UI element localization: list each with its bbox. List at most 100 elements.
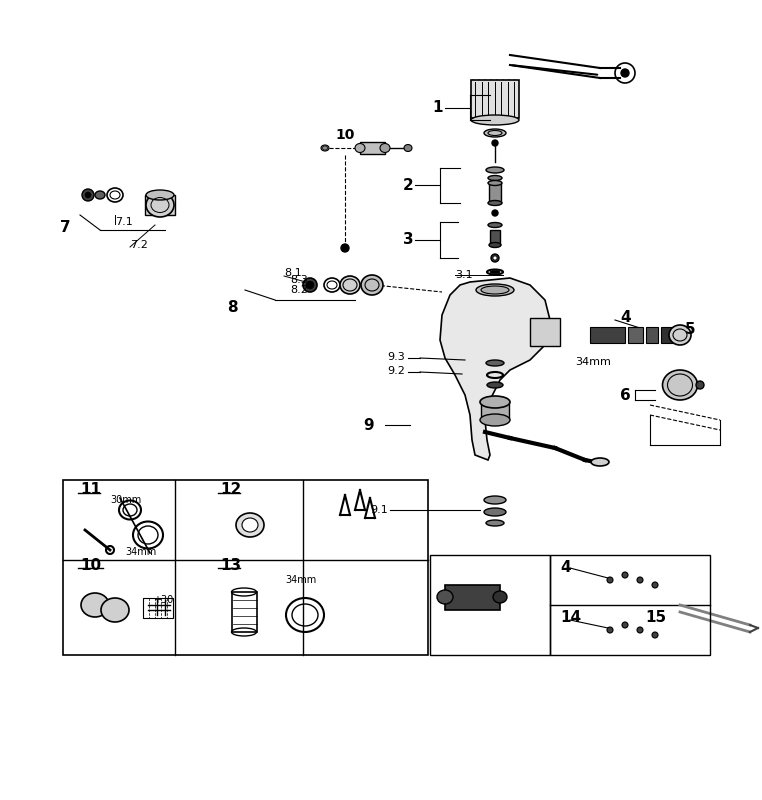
Circle shape <box>652 632 658 638</box>
Text: 7.1: 7.1 <box>115 217 133 227</box>
Bar <box>628 327 643 343</box>
Text: 34mm: 34mm <box>575 357 611 367</box>
Text: 12: 12 <box>220 482 242 498</box>
Text: 4: 4 <box>560 561 571 575</box>
Ellipse shape <box>236 513 264 537</box>
Text: 10: 10 <box>80 558 101 573</box>
Text: 9.3: 9.3 <box>387 352 405 362</box>
Ellipse shape <box>488 201 502 206</box>
Ellipse shape <box>340 276 360 294</box>
Text: 7.2: 7.2 <box>130 240 148 250</box>
Ellipse shape <box>591 458 609 466</box>
Text: 9: 9 <box>363 418 374 433</box>
Bar <box>471 80 519 118</box>
Ellipse shape <box>669 325 691 345</box>
Circle shape <box>491 254 499 262</box>
Bar <box>481 402 509 420</box>
Ellipse shape <box>493 591 507 603</box>
Bar <box>143 598 173 618</box>
Circle shape <box>303 278 317 292</box>
Ellipse shape <box>480 396 510 408</box>
Bar <box>145 195 175 215</box>
Text: 7: 7 <box>60 219 71 234</box>
Ellipse shape <box>486 167 504 173</box>
Text: 15: 15 <box>645 610 666 626</box>
Bar <box>530 318 560 346</box>
Circle shape <box>341 244 349 252</box>
Ellipse shape <box>101 598 129 622</box>
Circle shape <box>492 210 498 216</box>
Circle shape <box>85 192 91 198</box>
Text: 3.1: 3.1 <box>455 270 472 280</box>
Ellipse shape <box>489 242 501 247</box>
Ellipse shape <box>471 115 519 125</box>
Ellipse shape <box>486 360 504 366</box>
Ellipse shape <box>490 270 500 274</box>
Polygon shape <box>440 278 550 460</box>
Ellipse shape <box>481 286 509 294</box>
Text: 30mm: 30mm <box>110 495 141 505</box>
Ellipse shape <box>476 284 514 296</box>
Text: 5: 5 <box>685 322 696 338</box>
Circle shape <box>696 381 704 389</box>
Text: 11: 11 <box>80 482 101 498</box>
Bar <box>360 142 385 154</box>
Circle shape <box>652 582 658 588</box>
Text: 1: 1 <box>432 101 443 115</box>
Ellipse shape <box>321 145 329 151</box>
Ellipse shape <box>484 129 506 137</box>
Ellipse shape <box>486 520 504 526</box>
Bar <box>490 230 500 245</box>
Text: 2: 2 <box>403 178 414 193</box>
Bar <box>63 480 428 655</box>
Text: 6: 6 <box>620 387 631 402</box>
Text: +30: +30 <box>153 595 173 605</box>
Ellipse shape <box>81 593 109 617</box>
Text: 34mm: 34mm <box>285 575 316 585</box>
Ellipse shape <box>488 175 502 181</box>
Circle shape <box>82 189 94 201</box>
Bar <box>430 555 550 655</box>
Text: 9.1: 9.1 <box>370 505 388 515</box>
Text: 10: 10 <box>335 128 354 142</box>
Circle shape <box>637 577 643 583</box>
Ellipse shape <box>404 145 412 151</box>
Circle shape <box>622 572 628 578</box>
Bar <box>661 327 681 343</box>
Ellipse shape <box>480 414 510 426</box>
Circle shape <box>622 622 628 628</box>
Text: 4: 4 <box>620 310 631 325</box>
Ellipse shape <box>488 222 502 227</box>
Bar <box>232 592 257 632</box>
Ellipse shape <box>146 193 174 217</box>
Ellipse shape <box>488 181 502 186</box>
Circle shape <box>493 256 497 260</box>
Ellipse shape <box>95 191 105 199</box>
Circle shape <box>306 281 314 289</box>
Text: 9.2: 9.2 <box>387 366 405 376</box>
Circle shape <box>621 69 629 77</box>
Ellipse shape <box>484 508 506 516</box>
Ellipse shape <box>487 382 503 388</box>
Ellipse shape <box>484 496 506 504</box>
Text: 8: 8 <box>227 301 238 315</box>
Ellipse shape <box>242 518 258 532</box>
Text: 8.3: 8.3 <box>290 275 308 285</box>
Ellipse shape <box>146 190 174 200</box>
Bar <box>550 555 710 655</box>
Circle shape <box>607 627 613 633</box>
Ellipse shape <box>662 370 697 400</box>
Circle shape <box>637 627 643 633</box>
Bar <box>445 585 500 610</box>
Ellipse shape <box>380 143 390 153</box>
Ellipse shape <box>437 590 453 604</box>
Ellipse shape <box>361 275 383 295</box>
Text: 34mm: 34mm <box>125 547 156 557</box>
Text: 14: 14 <box>560 610 581 626</box>
Text: 3: 3 <box>403 233 414 247</box>
Text: 8.2: 8.2 <box>290 285 308 295</box>
Text: 8.1: 8.1 <box>284 268 302 278</box>
Ellipse shape <box>355 143 365 153</box>
Bar <box>590 327 625 343</box>
Bar <box>489 183 501 203</box>
